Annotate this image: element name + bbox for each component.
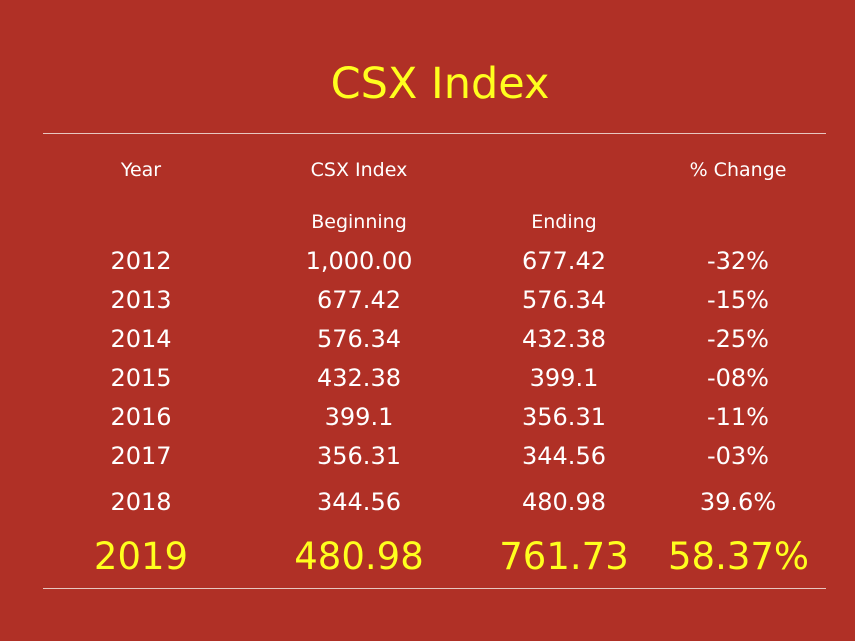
beginning-cell: 356.31 xyxy=(317,442,401,470)
year-cell: 2016 xyxy=(110,403,172,431)
year-cell: 2017 xyxy=(110,442,172,470)
table-row: 2015 432.38 399.1 -08% xyxy=(0,363,855,393)
beginning-column-header: Beginning xyxy=(311,211,407,233)
beginning-cell: 576.34 xyxy=(317,325,401,353)
change-cell: -08% xyxy=(706,364,769,392)
ending-cell: 399.1 xyxy=(529,364,599,392)
highlight-change-cell: 58.37% xyxy=(668,535,810,578)
year-column-header: Year xyxy=(120,159,162,181)
ending-column-header: Ending xyxy=(531,211,597,233)
beginning-cell: 399.1 xyxy=(324,403,394,431)
year-cell: 2015 xyxy=(110,364,172,392)
beginning-cell: 344.56 xyxy=(317,488,401,516)
ending-cell: 356.31 xyxy=(522,403,606,431)
highlight-row: 2019 480.98 761.73 58.37% xyxy=(0,535,855,579)
change-cell: -11% xyxy=(706,403,769,431)
beginning-cell: 1,000.00 xyxy=(305,247,413,275)
table-row: 2014 576.34 432.38 -25% xyxy=(0,324,855,354)
index-column-header: CSX Index xyxy=(310,159,408,181)
change-cell: 39.6% xyxy=(699,488,777,516)
top-divider xyxy=(43,133,826,134)
change-cell: -15% xyxy=(706,286,769,314)
ending-cell: 480.98 xyxy=(522,488,606,516)
year-cell: 2013 xyxy=(110,286,172,314)
table-row: 2018 344.56 480.98 39.6% xyxy=(0,487,855,517)
ending-cell: 432.38 xyxy=(522,325,606,353)
ending-cell: 344.56 xyxy=(522,442,606,470)
table-row: 2016 399.1 356.31 -11% xyxy=(0,402,855,432)
header-row: Year CSX Index % Change xyxy=(0,158,855,188)
highlight-year-cell: 2019 xyxy=(93,535,189,578)
table-row: 2012 1,000.00 677.42 -32% xyxy=(0,246,855,276)
beginning-cell: 432.38 xyxy=(317,364,401,392)
change-cell: -32% xyxy=(706,247,769,275)
highlight-ending-cell: 761.73 xyxy=(499,535,629,578)
table-row: 2013 677.42 576.34 -15% xyxy=(0,285,855,315)
bottom-divider xyxy=(43,588,826,589)
ending-cell: 677.42 xyxy=(522,247,606,275)
change-cell: -25% xyxy=(706,325,769,353)
ending-cell: 576.34 xyxy=(522,286,606,314)
change-cell: -03% xyxy=(706,442,769,470)
year-cell: 2018 xyxy=(110,488,172,516)
change-column-header: % Change xyxy=(689,159,787,181)
table-row: 2017 356.31 344.56 -03% xyxy=(0,441,855,471)
beginning-cell: 677.42 xyxy=(317,286,401,314)
year-cell: 2014 xyxy=(110,325,172,353)
highlight-beginning-cell: 480.98 xyxy=(294,535,424,578)
subheader-row: Beginning Ending xyxy=(0,210,855,240)
year-cell: 2012 xyxy=(110,247,172,275)
page-title: CSX Index xyxy=(330,59,550,109)
